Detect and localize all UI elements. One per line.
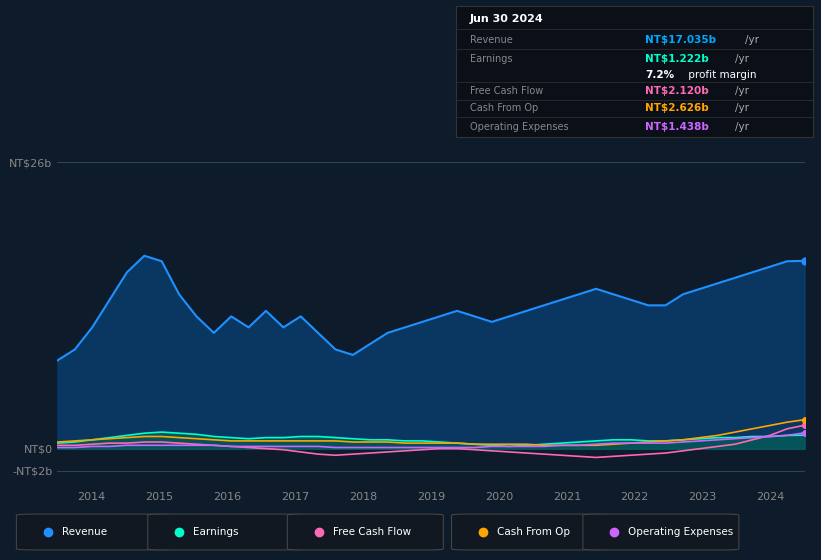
Text: Revenue: Revenue	[470, 35, 512, 45]
Text: Cash From Op: Cash From Op	[470, 103, 539, 113]
FancyBboxPatch shape	[148, 514, 304, 550]
Text: /yr: /yr	[745, 35, 759, 45]
Text: /yr: /yr	[735, 122, 749, 132]
Text: Free Cash Flow: Free Cash Flow	[470, 86, 544, 96]
Text: /yr: /yr	[735, 54, 749, 64]
Text: profit margin: profit margin	[685, 69, 756, 80]
Text: Revenue: Revenue	[62, 527, 107, 537]
Text: Earnings: Earnings	[470, 54, 512, 64]
Text: Operating Expenses: Operating Expenses	[628, 527, 733, 537]
Text: /yr: /yr	[735, 86, 749, 96]
Text: NT$1.222b: NT$1.222b	[645, 54, 709, 64]
Text: Jun 30 2024: Jun 30 2024	[470, 14, 544, 24]
Text: 7.2%: 7.2%	[645, 69, 674, 80]
Text: NT$2.120b: NT$2.120b	[645, 86, 709, 96]
FancyBboxPatch shape	[583, 514, 739, 550]
Text: Cash From Op: Cash From Op	[497, 527, 570, 537]
FancyBboxPatch shape	[287, 514, 443, 550]
Text: Free Cash Flow: Free Cash Flow	[333, 527, 410, 537]
Text: NT$17.035b: NT$17.035b	[645, 35, 716, 45]
Text: Operating Expenses: Operating Expenses	[470, 122, 569, 132]
FancyBboxPatch shape	[452, 514, 608, 550]
Text: Earnings: Earnings	[193, 527, 238, 537]
Text: /yr: /yr	[735, 103, 749, 113]
Text: NT$2.626b: NT$2.626b	[645, 103, 709, 113]
Text: NT$1.438b: NT$1.438b	[645, 122, 709, 132]
FancyBboxPatch shape	[16, 514, 172, 550]
